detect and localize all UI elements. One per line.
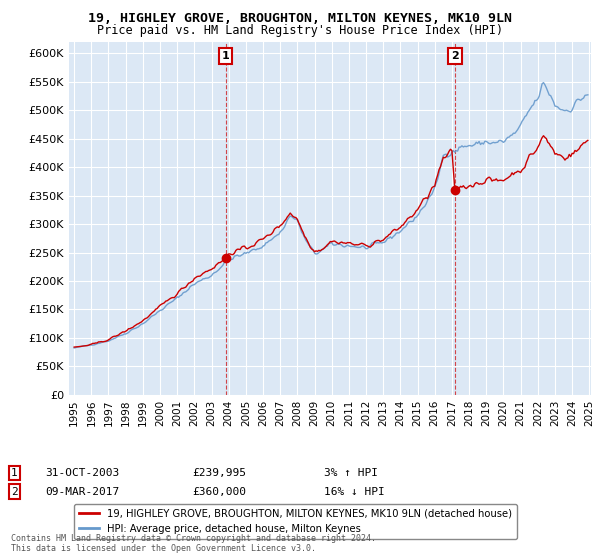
Text: Price paid vs. HM Land Registry's House Price Index (HPI): Price paid vs. HM Land Registry's House … [97,24,503,36]
Text: 09-MAR-2017: 09-MAR-2017 [45,487,119,497]
Text: £239,995: £239,995 [192,468,246,478]
Text: 31-OCT-2003: 31-OCT-2003 [45,468,119,478]
Text: Contains HM Land Registry data © Crown copyright and database right 2024.
This d: Contains HM Land Registry data © Crown c… [11,534,376,553]
Text: 3% ↑ HPI: 3% ↑ HPI [324,468,378,478]
Text: 2: 2 [451,51,459,61]
Text: 16% ↓ HPI: 16% ↓ HPI [324,487,385,497]
Text: 1: 1 [222,51,230,61]
Text: 2: 2 [11,487,17,497]
Text: 19, HIGHLEY GROVE, BROUGHTON, MILTON KEYNES, MK10 9LN: 19, HIGHLEY GROVE, BROUGHTON, MILTON KEY… [88,12,512,25]
Text: £360,000: £360,000 [192,487,246,497]
Legend: 19, HIGHLEY GROVE, BROUGHTON, MILTON KEYNES, MK10 9LN (detached house), HPI: Ave: 19, HIGHLEY GROVE, BROUGHTON, MILTON KEY… [74,504,517,539]
Text: 1: 1 [11,468,17,478]
